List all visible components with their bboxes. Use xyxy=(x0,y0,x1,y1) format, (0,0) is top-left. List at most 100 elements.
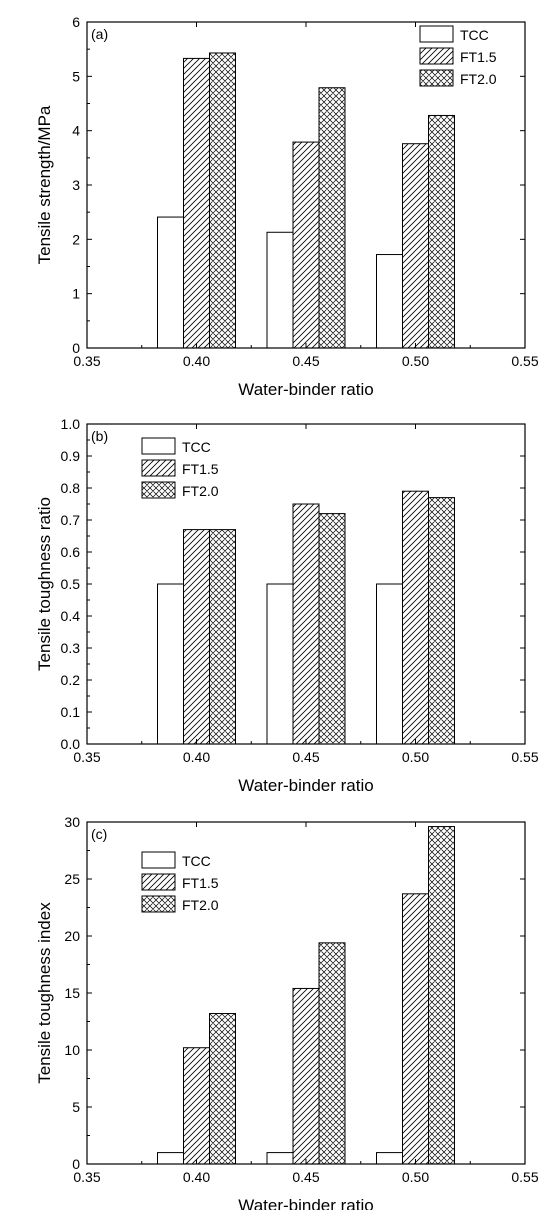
y-tick-label: 0 xyxy=(72,340,80,356)
bar-ft2-0-2 xyxy=(428,497,455,745)
bar-ft2-0-2 xyxy=(428,114,455,349)
legend-label-ft2-0: FT2.0 xyxy=(460,71,497,87)
y-tick-label: 0.6 xyxy=(61,544,81,560)
bar-ft1-5-1 xyxy=(292,987,320,1165)
legend-swatch-ft1-5 xyxy=(141,873,176,891)
legend-swatch-ft1-5 xyxy=(141,459,176,477)
x-tick-label: 0.50 xyxy=(402,1169,429,1185)
y-tick-label: 25 xyxy=(64,871,80,887)
chart-svg: 0.35 0.40 0.45 0.50 0.55 0 5 10 15 20 25 30 (c) Water… xyxy=(35,814,539,1215)
bar-ft2-0-1 xyxy=(318,513,346,745)
y-tick-label: 1 xyxy=(72,286,80,302)
legend-label-tcc: TCC xyxy=(182,439,211,455)
chart-svg: 0.35 0.40 0.45 0.50 0.55 0 1 2 3 4 5 6 (a) Water-bind… xyxy=(35,14,539,399)
legend-label-tcc: TCC xyxy=(460,27,489,43)
chart-svg: 0.35 0.40 0.45 0.50 0.55 0.0 0.1 0.2 0.3 0.4 0.5 0.… xyxy=(35,416,539,795)
bar-ft1-5-2 xyxy=(402,490,429,745)
bar-ft1-5-1 xyxy=(292,503,320,745)
bar-ft2-0-0 xyxy=(209,529,236,745)
x-tick-label: 0.50 xyxy=(402,353,429,369)
legend-label-ft1-5: FT1.5 xyxy=(182,875,219,891)
bar-tcc-0 xyxy=(157,583,184,745)
y-tick-label: 0.9 xyxy=(61,448,81,464)
legend-label-tcc: TCC xyxy=(182,853,211,869)
x-tick-label: 0.35 xyxy=(73,1169,100,1185)
y-tick-label: 6 xyxy=(72,14,80,30)
y-axis-label: Tensile toughness index xyxy=(35,902,54,1084)
y-tick-label: 2 xyxy=(72,231,80,247)
legend-swatch-ft2-0 xyxy=(141,481,176,499)
x-tick-label: 0.45 xyxy=(292,1169,319,1185)
panel-label: (b) xyxy=(91,428,108,444)
y-tick-label: 0 xyxy=(72,1156,80,1172)
y-tick-label: 3 xyxy=(72,177,80,193)
legend-swatch-ft1-5 xyxy=(419,47,454,65)
y-axis-label: Tensile strength/MPa xyxy=(35,105,54,264)
legend-swatch-tcc xyxy=(141,437,176,455)
bar-ft2-0-1 xyxy=(318,942,346,1165)
bar-tcc-1 xyxy=(266,231,294,349)
x-tick-label: 0.45 xyxy=(292,749,319,765)
y-tick-label: 0.3 xyxy=(61,640,81,656)
y-tick-label: 0.4 xyxy=(61,608,81,624)
y-tick-label: 0.8 xyxy=(61,480,81,496)
x-tick-label: 0.55 xyxy=(511,749,538,765)
bar-ft2-0-0 xyxy=(209,1013,236,1165)
y-tick-label: 5 xyxy=(72,68,80,84)
y-tick-label: 0.5 xyxy=(61,576,81,592)
y-tick-label: 30 xyxy=(64,814,80,830)
bar-ft2-0-0 xyxy=(209,52,236,349)
bar-ft2-0-1 xyxy=(318,87,346,349)
x-axis-label: Water-binder ratio xyxy=(238,1196,373,1210)
legend-label-ft2-0: FT2.0 xyxy=(182,483,219,499)
panel-label: (a) xyxy=(91,26,108,42)
bar-ft1-5-0 xyxy=(183,1047,210,1165)
y-tick-label: 15 xyxy=(64,985,80,1001)
x-tick-label: 0.40 xyxy=(183,1169,210,1185)
panel-label: (c) xyxy=(91,826,107,842)
y-tick-label: 4 xyxy=(72,123,80,139)
y-tick-label: 20 xyxy=(64,928,80,944)
bar-ft1-5-0 xyxy=(183,57,210,349)
x-tick-label: 0.55 xyxy=(511,1169,538,1185)
legend-swatch-ft2-0 xyxy=(141,895,176,913)
x-axis-label: Water-binder ratio xyxy=(238,380,373,399)
bar-tcc-1 xyxy=(266,1152,294,1165)
y-tick-label: 0.0 xyxy=(61,736,81,752)
bar-tcc-1 xyxy=(266,583,294,745)
y-tick-label: 0.7 xyxy=(61,512,81,528)
chart-panel-a: 0.35 0.40 0.45 0.50 0.55 0 1 2 3 4 5 6 (a) Water-bind… xyxy=(0,0,551,410)
bar-ft1-5-2 xyxy=(402,893,429,1165)
x-axis-label: Water-binder ratio xyxy=(238,776,373,795)
legend-label-ft1-5: FT1.5 xyxy=(460,49,497,65)
chart-panel-b: 0.35 0.40 0.45 0.50 0.55 0.0 0.1 0.2 0.3 0.4 0.5 0.… xyxy=(0,410,551,810)
bar-tcc-2 xyxy=(376,254,403,349)
x-tick-label: 0.55 xyxy=(511,353,538,369)
bar-ft1-5-0 xyxy=(183,529,210,745)
y-tick-label: 0.2 xyxy=(61,672,81,688)
legend-swatch-tcc xyxy=(141,851,176,869)
y-tick-label: 1.0 xyxy=(61,416,81,432)
legend-label-ft1-5: FT1.5 xyxy=(182,461,219,477)
legend-swatch-ft2-0 xyxy=(419,69,454,87)
y-tick-label: 5 xyxy=(72,1099,80,1115)
y-tick-label: 0.1 xyxy=(61,704,81,720)
legend-swatch-tcc xyxy=(419,25,454,43)
y-axis-label: Tensile toughness ratio xyxy=(35,497,54,671)
bar-tcc-0 xyxy=(157,216,184,349)
bar-tcc-2 xyxy=(376,583,403,745)
x-tick-label: 0.50 xyxy=(402,749,429,765)
chart-panel-c: 0.35 0.40 0.45 0.50 0.55 0 5 10 15 20 25 30 (c) Water… xyxy=(0,810,551,1215)
legend-label-ft2-0: FT2.0 xyxy=(182,897,219,913)
x-tick-label: 0.35 xyxy=(73,353,100,369)
bar-ft2-0-2 xyxy=(428,826,455,1165)
bar-ft1-5-2 xyxy=(402,143,429,349)
x-tick-label: 0.40 xyxy=(183,749,210,765)
x-tick-label: 0.40 xyxy=(183,353,210,369)
bar-ft1-5-1 xyxy=(292,141,320,349)
x-tick-label: 0.45 xyxy=(292,353,319,369)
y-tick-label: 10 xyxy=(64,1042,80,1058)
bar-tcc-0 xyxy=(157,1152,184,1165)
x-tick-label: 0.35 xyxy=(73,749,100,765)
